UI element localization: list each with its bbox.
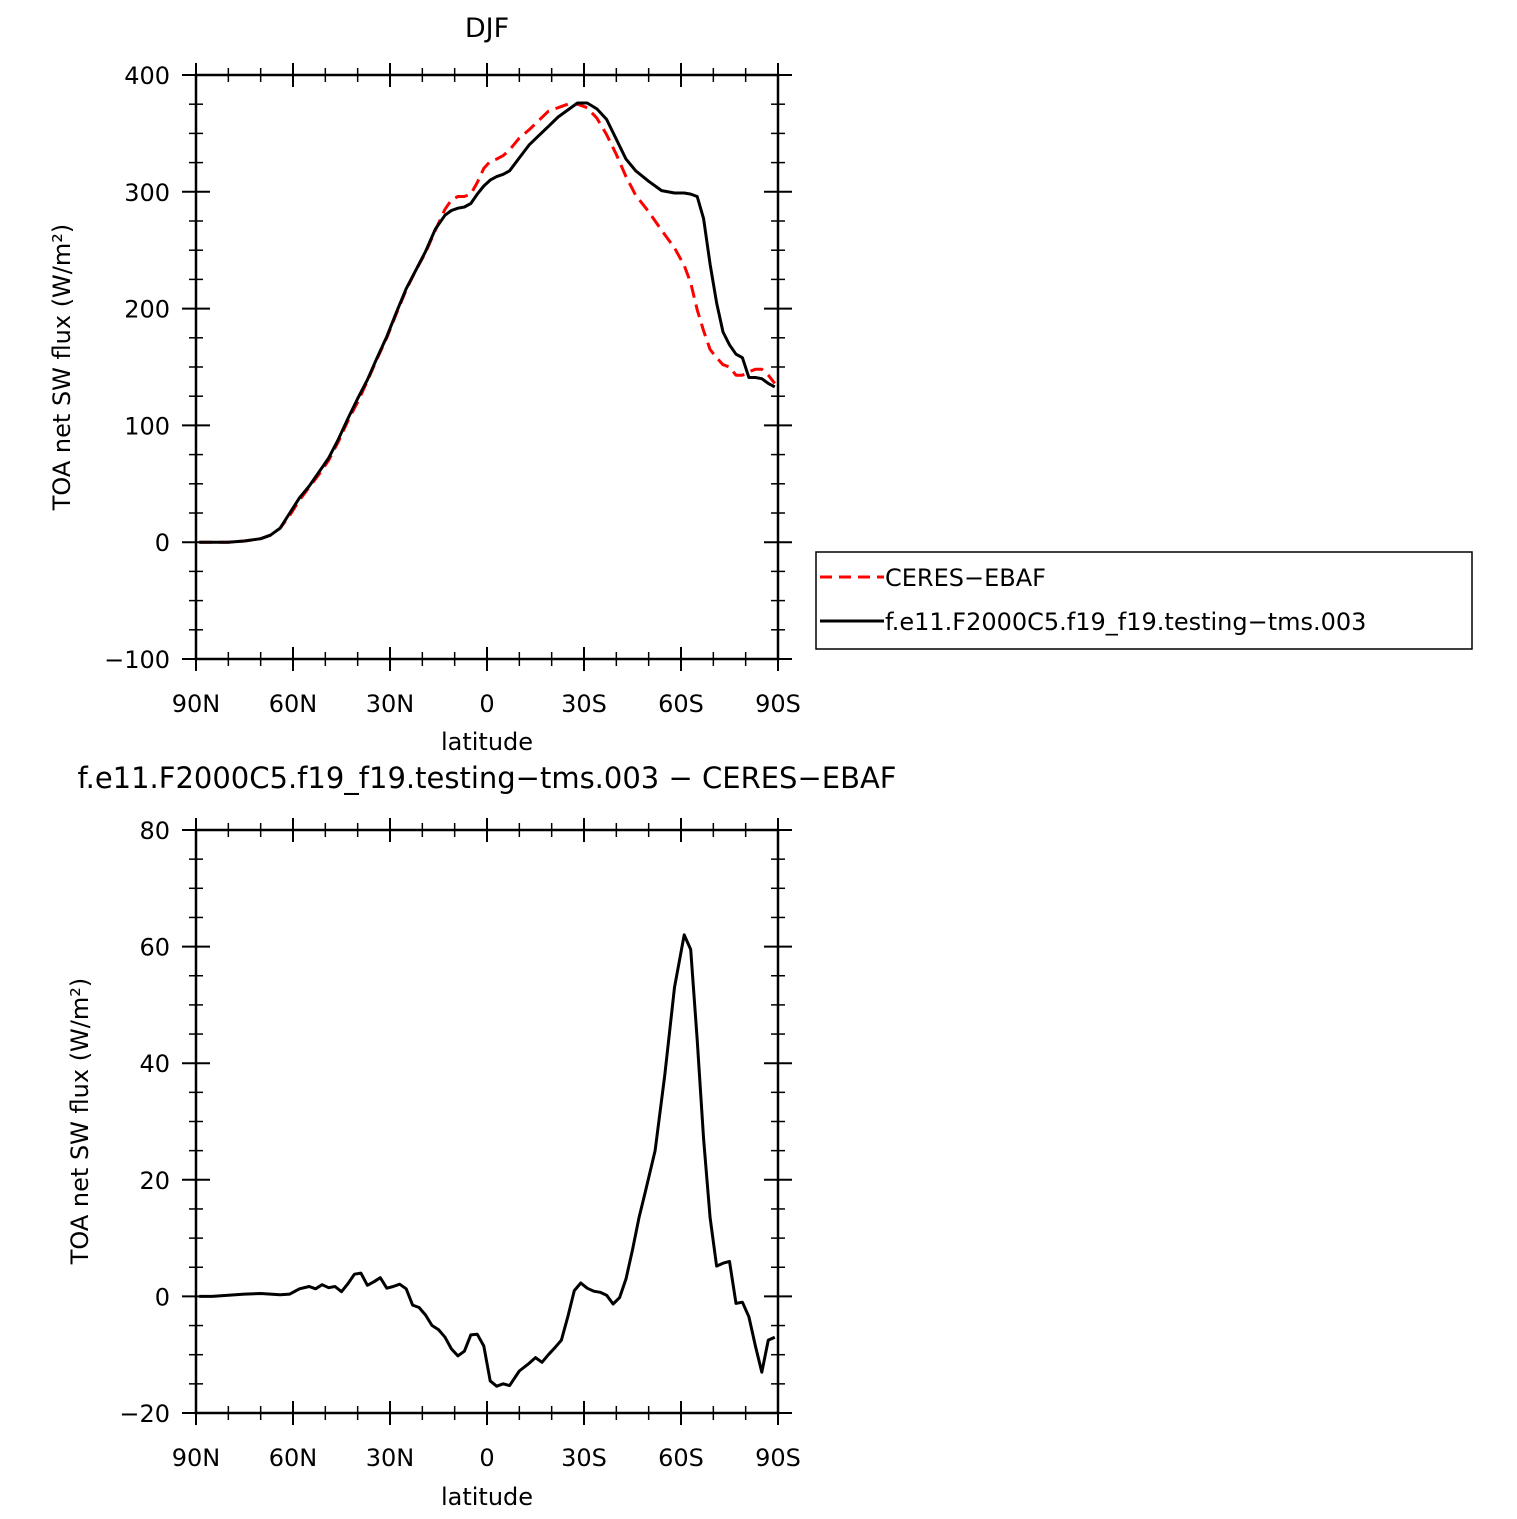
legend-label-ceres-ebaf: CERES−EBAF bbox=[885, 564, 1046, 592]
bottom-chart-y-tick-label: 80 bbox=[139, 817, 170, 845]
bottom-chart-x-axis-label: latitude bbox=[441, 1483, 533, 1511]
bottom-chart-y-tick-label: 60 bbox=[139, 934, 170, 962]
top-chart-ticks bbox=[182, 63, 792, 671]
bottom-chart-y-tick-label: 0 bbox=[155, 1283, 170, 1311]
bottom-chart-x-tick-label: 90S bbox=[755, 1444, 801, 1472]
top-chart-y-tick-label: 0 bbox=[155, 529, 170, 557]
bottom-chart-x-tick-labels: 90N 60N 30N 0 30S 60S 90S bbox=[172, 1444, 801, 1472]
top-chart-x-axis-label: latitude bbox=[441, 728, 533, 756]
bottom-chart-y-tick-label: −20 bbox=[119, 1400, 170, 1428]
bottom-chart-title: f.e11.F2000C5.f19_f19.testing−tms.003 − … bbox=[78, 761, 897, 795]
top-chart-y-axis-label: TOA net SW flux (W/m²) bbox=[48, 224, 76, 512]
top-chart-y-tick-label: −100 bbox=[104, 646, 170, 674]
top-chart-x-tick-label: 60S bbox=[658, 690, 704, 718]
bottom-chart-y-axis-label: TOA net SW flux (W/m²) bbox=[66, 978, 94, 1266]
bottom-chart-x-tick-label: 60S bbox=[658, 1444, 704, 1472]
top-chart-legend: CERES−EBAF f.e11.F2000C5.f19_f19.testing… bbox=[815, 551, 1473, 650]
top-chart-y-tick-label: 200 bbox=[124, 296, 170, 324]
top-chart-x-tick-label: 90N bbox=[172, 690, 221, 718]
bottom-chart-y-tick-label: 40 bbox=[139, 1050, 170, 1078]
top-chart-plot-frame bbox=[194, 73, 780, 661]
bottom-chart-x-tick-label: 60N bbox=[269, 1444, 318, 1472]
top-chart-x-tick-labels: 90N 60N 30N 0 30S 60S 90S bbox=[172, 690, 801, 718]
top-chart-x-tick-label: 60N bbox=[269, 690, 318, 718]
top-chart-y-tick-label: 300 bbox=[124, 179, 170, 207]
top-chart-y-tick-label: 100 bbox=[124, 412, 170, 440]
bottom-chart-y-tick-labels: −20 0 20 40 60 80 bbox=[119, 817, 170, 1428]
bottom-chart-series bbox=[199, 933, 776, 1388]
top-chart-x-tick-label: 30S bbox=[561, 690, 607, 718]
legend-label-model: f.e11.F2000C5.f19_f19.testing−tms.003 bbox=[885, 608, 1366, 636]
top-chart-x-tick-label: 0 bbox=[479, 690, 494, 718]
top-chart-y-tick-labels: −100 0 100 200 300 400 bbox=[104, 62, 170, 674]
top-chart-x-tick-label: 90S bbox=[755, 690, 801, 718]
legend-box bbox=[815, 551, 1473, 650]
bottom-chart-x-tick-label: 30S bbox=[561, 1444, 607, 1472]
top-chart-title: DJF bbox=[465, 13, 509, 44]
top-chart-y-tick-label: 400 bbox=[124, 62, 170, 90]
bottom-chart-y-tick-label: 20 bbox=[139, 1167, 170, 1195]
bottom-chart-ticks bbox=[182, 818, 792, 1425]
top-chart-series bbox=[199, 101, 776, 544]
bottom-chart-plot-frame bbox=[194, 828, 780, 1415]
top-chart-panel: DJF TOA net SW flux (W/m²) latitude 90N 6… bbox=[48, 13, 801, 756]
bottom-chart-x-tick-label: 90N bbox=[172, 1444, 221, 1472]
top-chart-series-line-2 bbox=[199, 101, 776, 544]
bottom-chart-x-tick-label: 30N bbox=[366, 1444, 415, 1472]
top-chart-x-tick-label: 30N bbox=[366, 690, 415, 718]
bottom-chart-series-line-1 bbox=[199, 933, 776, 1388]
top-chart-series-line-1 bbox=[199, 102, 776, 544]
bottom-chart-panel: f.e11.F2000C5.f19_f19.testing−tms.003 − … bbox=[66, 761, 896, 1511]
bottom-chart-x-tick-label: 0 bbox=[479, 1444, 494, 1472]
